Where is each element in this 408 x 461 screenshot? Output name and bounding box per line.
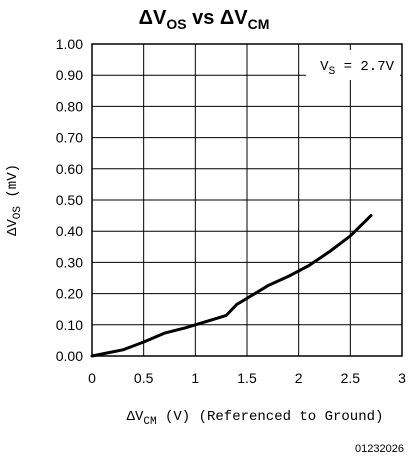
y-axis-label: ΔVOS (mV): [5, 164, 24, 236]
y-tick-label: 0.20: [56, 286, 83, 302]
plot-area-border: [91, 43, 403, 357]
y-tick-label: 0.70: [56, 130, 83, 146]
y-tick-label: 0.00: [56, 348, 83, 364]
x-axis-label-sub: CM: [143, 416, 156, 428]
title-suffix-sub: CM: [248, 16, 270, 32]
x-tick-label: 0: [88, 370, 96, 386]
title-prefix: ΔV: [139, 7, 167, 29]
chart-title: ΔVOS vs ΔVCM: [139, 7, 270, 32]
y-tick-label: 0.60: [56, 161, 83, 177]
grid-lines: [91, 43, 403, 357]
x-tick-label: 1.5: [237, 370, 257, 386]
x-axis-label: ΔVCM (V) (Referenced to Ground): [127, 409, 384, 428]
y-axis-label-sub: OS: [12, 206, 24, 220]
title-prefix-sub: OS: [166, 16, 186, 32]
x-tick-label: 2: [295, 370, 303, 386]
annotation-suffix: = 2.7V: [335, 59, 394, 75]
supply-voltage-annotation: VS = 2.7V: [320, 59, 394, 78]
series-line: [90, 214, 373, 358]
y-axis-label-prefix: ΔV: [5, 219, 21, 236]
annotation-sub: S: [329, 66, 336, 78]
annotation-prefix: V: [320, 59, 329, 75]
y-tick-label: 1.00: [56, 36, 83, 52]
y-tick-labels: 0.00 0.10 0.20 0.30 0.40 0.50 0.60 0.70 0.80 0.90…: [56, 36, 83, 364]
data-series: [90, 214, 373, 358]
figure-id: 01232026: [355, 443, 404, 455]
x-tick-label: 2.5: [341, 370, 361, 386]
y-tick-label: 0.90: [56, 67, 83, 83]
annotation-background: [306, 50, 400, 80]
y-axis-label-suffix: (mV): [5, 164, 21, 206]
y-tick-label: 0.80: [56, 98, 83, 114]
title-middle: vs ΔV: [187, 7, 249, 29]
x-tick-label: 3: [398, 370, 406, 386]
y-tick-label: 0.30: [56, 254, 83, 270]
x-axis-label-prefix: ΔV: [127, 409, 144, 425]
x-tick-label: 0.5: [134, 370, 154, 386]
y-tick-label: 0.40: [56, 223, 83, 239]
x-axis-label-suffix: (V) (Referenced to Ground): [157, 409, 384, 425]
y-tick-label: 0.10: [56, 317, 83, 333]
y-tick-label: 0.50: [56, 192, 83, 208]
x-tick-label: 1: [191, 370, 199, 386]
x-tick-labels: 0 0.5 1 1.5 2 2.5 3: [88, 370, 406, 386]
